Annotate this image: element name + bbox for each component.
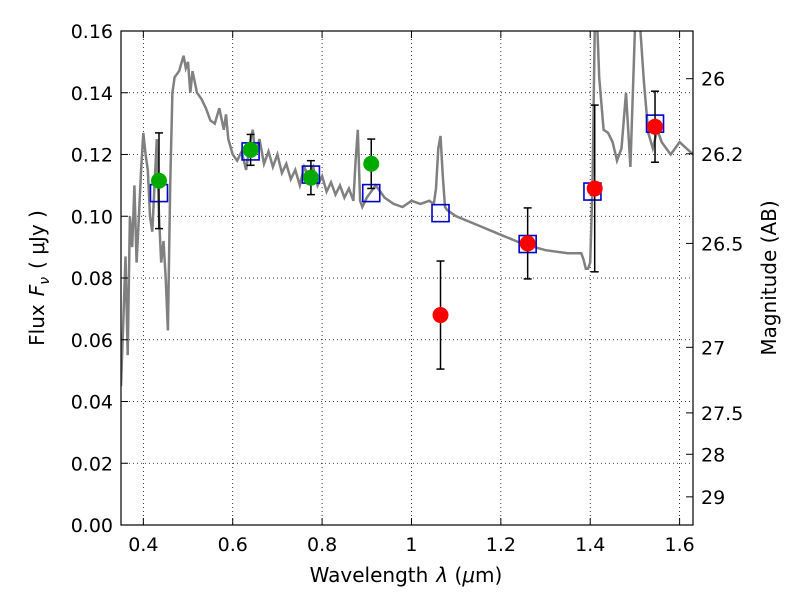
plot-frame xyxy=(120,30,694,526)
x-tick-label-4: 1.2 xyxy=(486,534,516,556)
detected-point xyxy=(242,141,259,158)
faint-point xyxy=(647,118,664,135)
observed-photometry-layer xyxy=(150,118,664,324)
y2-ticks: 26 26.2 26.5 27 27.5 28 29 xyxy=(686,69,743,509)
detected-point xyxy=(302,169,319,186)
y-ticks: 0.00 0.02 0.04 0.06 0.08 0.10 0.12 0.14 0.16 xyxy=(71,21,128,537)
x-ticks: 0.4 0.6 0.8 1 1.2 1.4 1.6 xyxy=(128,31,695,556)
y-tick-label-7: 0.14 xyxy=(71,83,113,105)
error-bars-layer xyxy=(154,90,660,370)
y-tick-label-4: 0.08 xyxy=(71,268,113,290)
detected-point xyxy=(363,155,380,172)
model-spectrum-layer xyxy=(121,31,693,387)
x-tick-label-2: 0.8 xyxy=(307,534,337,556)
y-tick-label-3: 0.06 xyxy=(71,330,113,352)
detected-point xyxy=(150,172,167,189)
y2-tick-label-0: 26 xyxy=(701,69,725,91)
x-tick-label-5: 1.4 xyxy=(575,534,605,556)
grid-lines xyxy=(121,30,693,526)
y2-axis-label: Magnitude (AB) xyxy=(757,200,781,355)
y-tick-label-6: 0.12 xyxy=(71,145,113,167)
y2-tick-label-2: 26.5 xyxy=(701,233,743,255)
y2-tick-label-1: 26.2 xyxy=(701,144,743,166)
y2-tick-label-5: 28 xyxy=(701,444,725,466)
x-tick-label-1: 0.6 xyxy=(218,534,248,556)
x-tick-label-0: 0.4 xyxy=(128,534,158,556)
y-tick-label-0: 0.00 xyxy=(71,515,113,537)
y-axis-label: FluxFν( μJy ) xyxy=(25,210,53,346)
y2-tick-label-4: 27.5 xyxy=(701,403,743,425)
y2-tick-label-3: 27 xyxy=(701,337,725,359)
y-tick-label-5: 0.10 xyxy=(71,206,113,228)
faint-point xyxy=(586,180,603,197)
y-tick-label-1: 0.02 xyxy=(71,453,113,475)
model-photometry-square xyxy=(431,203,450,223)
x-tick-label-6: 1.6 xyxy=(664,534,694,556)
model-spectrum-line xyxy=(121,31,693,387)
x-axis-label: Wavelength λ (μm) xyxy=(310,563,503,587)
y-tick-label-2: 0.04 xyxy=(71,392,113,414)
faint-point xyxy=(519,235,536,252)
x-tick-label-3: 1 xyxy=(405,534,417,556)
y2-tick-label-6: 29 xyxy=(701,487,725,509)
y-tick-label-8: 0.16 xyxy=(71,21,113,43)
faint-point xyxy=(432,307,449,324)
